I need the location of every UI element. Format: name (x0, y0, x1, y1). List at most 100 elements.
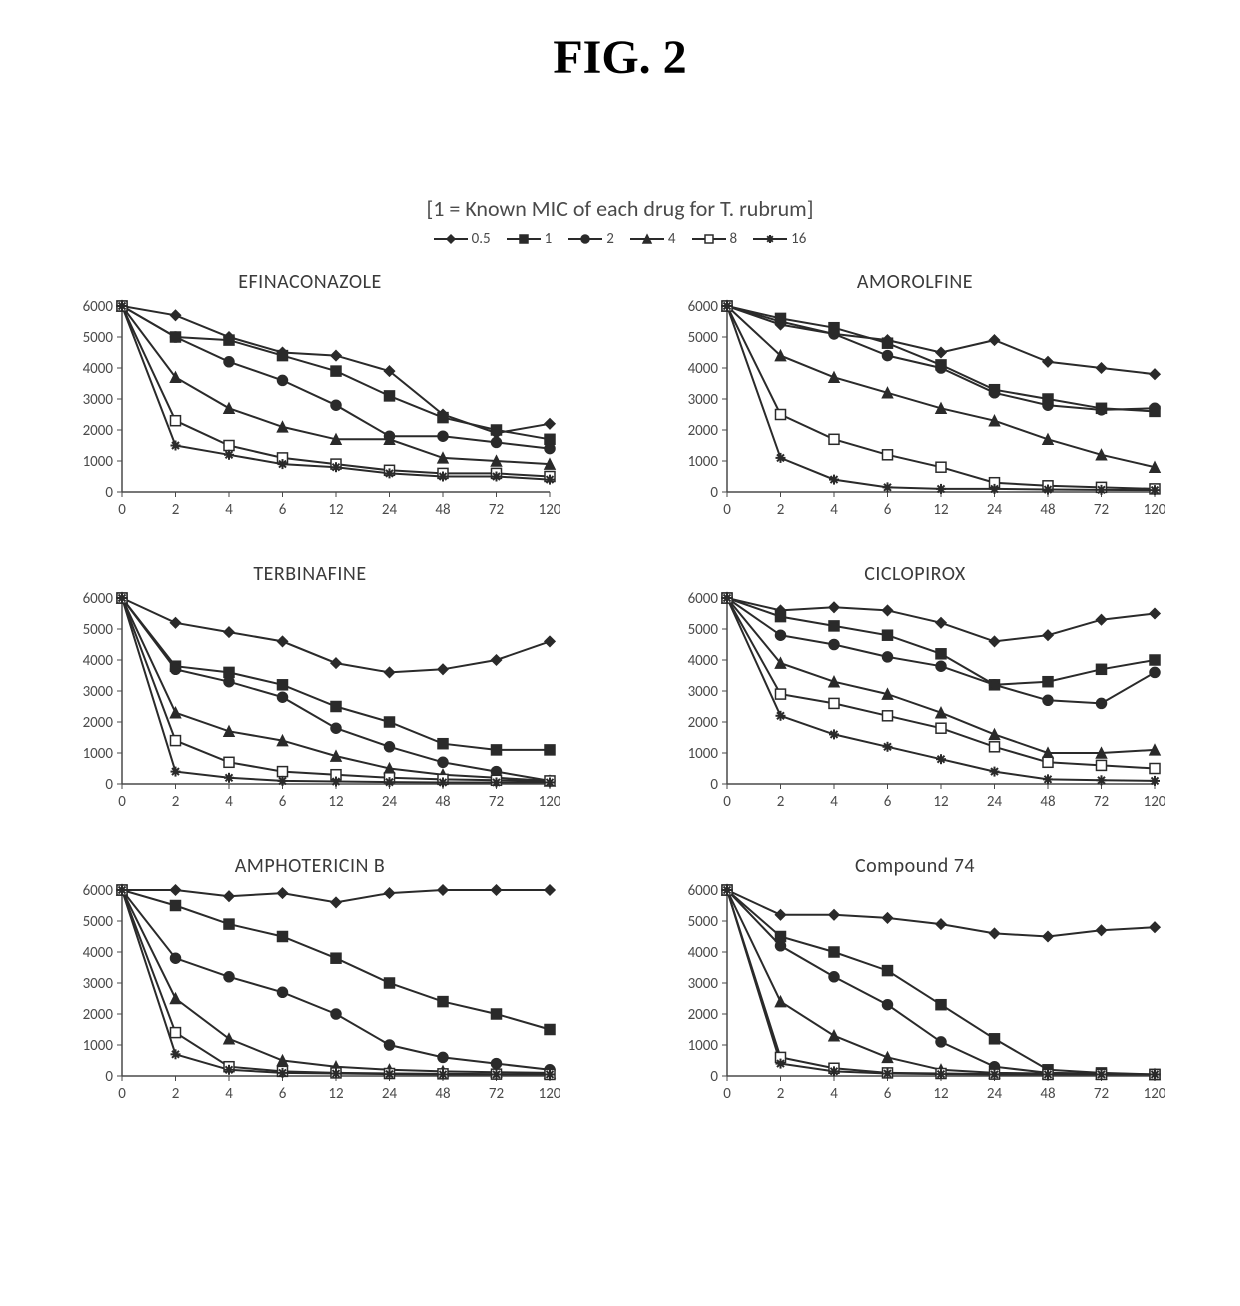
panel-title: AMPHOTERICIN B (60, 854, 560, 878)
svg-text:6: 6 (279, 501, 287, 519)
svg-text:24: 24 (382, 501, 398, 519)
svg-text:6000: 6000 (688, 590, 719, 608)
svg-text:5000: 5000 (83, 621, 114, 639)
svg-text:6: 6 (884, 501, 892, 519)
svg-text:24: 24 (987, 1085, 1003, 1103)
figure-title: FIG. 2 (0, 30, 1240, 85)
svg-text:2: 2 (172, 1085, 180, 1103)
svg-text:24: 24 (987, 501, 1003, 519)
legend-label: 2 (606, 230, 614, 248)
svg-text:12: 12 (328, 793, 343, 811)
panel-title: EFINACONAZOLE (60, 270, 560, 294)
svg-text:72: 72 (489, 501, 504, 519)
svg-text:0: 0 (105, 484, 113, 502)
legend-item: 4 (630, 230, 676, 248)
svg-text:2000: 2000 (83, 714, 114, 732)
svg-text:4000: 4000 (688, 652, 719, 670)
svg-text:1000: 1000 (83, 453, 114, 471)
legend-label: 0.5 (472, 230, 491, 248)
legend-item: 1 (507, 230, 553, 248)
svg-text:1000: 1000 (688, 745, 719, 763)
svg-text:4: 4 (225, 501, 233, 519)
svg-text:3000: 3000 (688, 683, 719, 701)
svg-text:12: 12 (933, 501, 948, 519)
svg-text:2000: 2000 (688, 422, 719, 440)
svg-text:0: 0 (710, 484, 718, 502)
svg-text:6000: 6000 (83, 298, 114, 316)
chart: 0100020003000400050006000024612244872120 (60, 882, 560, 1112)
legend-label: 4 (668, 230, 676, 248)
svg-text:2: 2 (777, 1085, 785, 1103)
svg-text:120: 120 (1144, 501, 1165, 519)
chart-panel: Compound 7401000200030004000500060000246… (665, 854, 1165, 1112)
svg-text:4000: 4000 (688, 360, 719, 378)
svg-text:1000: 1000 (688, 453, 719, 471)
legend-label: 8 (730, 230, 738, 248)
svg-text:1000: 1000 (83, 1037, 114, 1055)
svg-text:4: 4 (225, 793, 233, 811)
svg-text:48: 48 (1040, 501, 1055, 519)
svg-text:120: 120 (1144, 793, 1165, 811)
svg-text:0: 0 (723, 793, 731, 811)
svg-text:6000: 6000 (688, 298, 719, 316)
legend-item: 8 (692, 230, 738, 248)
svg-text:5000: 5000 (688, 621, 719, 639)
chart-panel: AMOROLFINE 0 1000 2000 3000 4000 5000 6000 0 24 6 1… (665, 270, 1165, 528)
svg-text:5000: 5000 (83, 329, 114, 347)
svg-text:4: 4 (225, 1085, 233, 1103)
svg-text:48: 48 (1040, 793, 1055, 811)
svg-text:5000: 5000 (688, 329, 719, 347)
svg-text:2000: 2000 (83, 422, 114, 440)
svg-text:6000: 6000 (688, 882, 719, 900)
legend-item: 2 (568, 230, 614, 248)
chart-panel: AMPHOTERICIN B01000200030004000500060000… (60, 854, 560, 1112)
svg-text:0: 0 (710, 1068, 718, 1086)
svg-text:72: 72 (489, 1085, 504, 1103)
svg-text:12: 12 (933, 793, 948, 811)
svg-text:0: 0 (723, 1085, 731, 1103)
legend: 0.5 1 2 4 8 16 (0, 230, 1240, 248)
svg-text:3000: 3000 (83, 975, 114, 993)
legend-label: 1 (545, 230, 553, 248)
svg-text:72: 72 (1094, 793, 1109, 811)
svg-text:72: 72 (489, 793, 504, 811)
svg-text:120: 120 (1144, 1085, 1165, 1103)
svg-text:6: 6 (884, 793, 892, 811)
svg-text:24: 24 (382, 1085, 398, 1103)
panel-title: AMOROLFINE (665, 270, 1165, 294)
svg-text:4000: 4000 (688, 944, 719, 962)
svg-text:4000: 4000 (83, 944, 114, 962)
panel-grid: EFINACONAZOLE010002000300040005000600002… (0, 270, 1240, 1112)
svg-text:6000: 6000 (83, 590, 114, 608)
svg-text:0: 0 (118, 501, 126, 519)
svg-text:3000: 3000 (83, 683, 114, 701)
svg-text:120: 120 (539, 793, 560, 811)
svg-text:1000: 1000 (83, 745, 114, 763)
chart: 0100020003000400050006000024612244872120 (665, 298, 1165, 528)
chart: 0100020003000400050006000024612244872120 (60, 590, 560, 820)
svg-text:0: 0 (723, 501, 731, 519)
legend-item: 16 (753, 230, 806, 248)
svg-text:2: 2 (172, 501, 180, 519)
svg-text:48: 48 (435, 501, 450, 519)
svg-text:4000: 4000 (83, 360, 114, 378)
legend-label: 16 (791, 230, 806, 248)
svg-text:6000: 6000 (83, 882, 114, 900)
chart: 0100020003000400050006000024612244872120 (665, 590, 1165, 820)
svg-text:72: 72 (1094, 1085, 1109, 1103)
svg-text:0: 0 (118, 793, 126, 811)
svg-text:4: 4 (830, 1085, 838, 1103)
panel-title: CICLOPIROX (665, 562, 1165, 586)
chart-panel: CICLOPIROX010002000300040005000600002461… (665, 562, 1165, 820)
svg-text:3000: 3000 (688, 975, 719, 993)
svg-text:3000: 3000 (688, 391, 719, 409)
svg-text:48: 48 (435, 793, 450, 811)
svg-text:120: 120 (539, 1085, 560, 1103)
svg-text:1000: 1000 (688, 1037, 719, 1055)
svg-text:0: 0 (118, 1085, 126, 1103)
svg-text:12: 12 (933, 1085, 948, 1103)
svg-text:4000: 4000 (83, 652, 114, 670)
chart: 0100020003000400050006000024612244872120 (60, 298, 560, 528)
svg-text:0: 0 (105, 1068, 113, 1086)
svg-text:2000: 2000 (688, 714, 719, 732)
